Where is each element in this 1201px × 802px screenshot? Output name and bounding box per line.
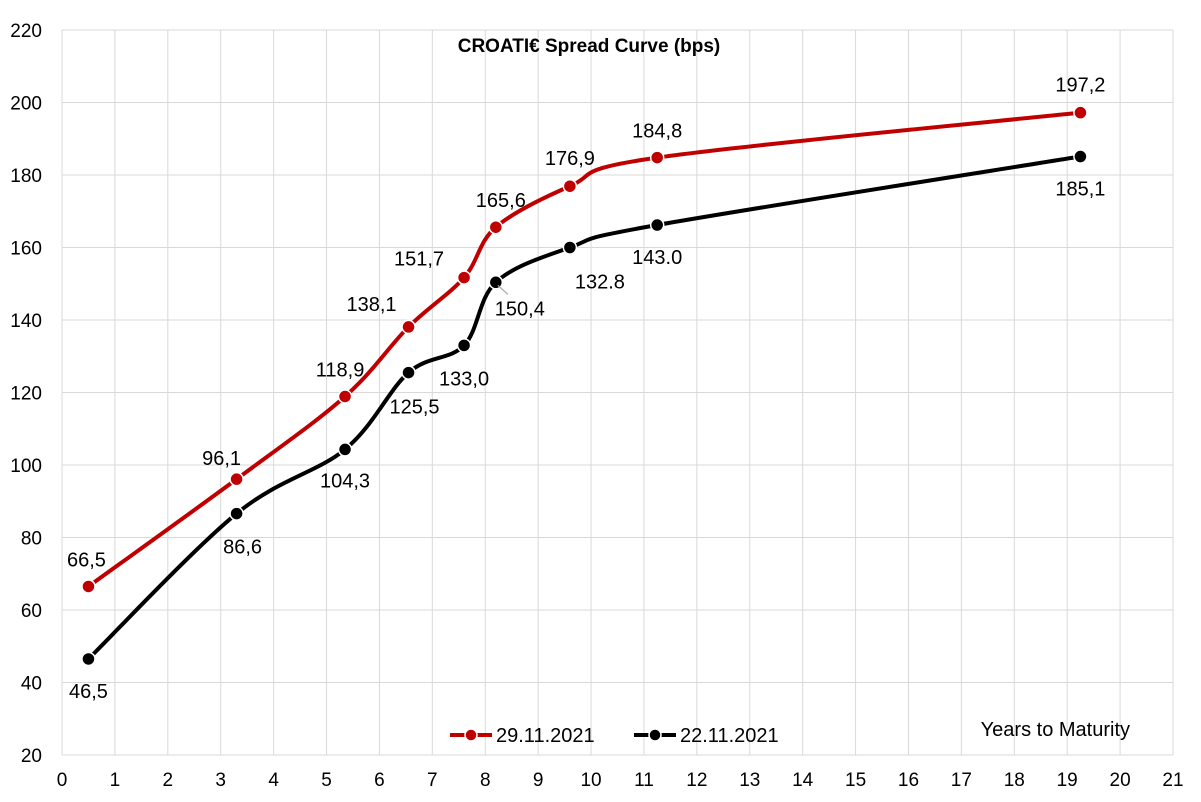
y-tick-label: 20 bbox=[21, 746, 42, 767]
y-tick-label: 180 bbox=[10, 166, 42, 187]
data-point bbox=[562, 240, 578, 255]
x-tick-label: 19 bbox=[1057, 770, 1078, 791]
data-point bbox=[456, 338, 472, 353]
data-point bbox=[81, 651, 96, 667]
chart-title: CROATI€ Spread Curve (bps) bbox=[458, 36, 721, 57]
series-line-1 bbox=[86, 110, 1083, 589]
data-point bbox=[649, 150, 665, 165]
x-tick-label: 11 bbox=[634, 770, 654, 791]
data-point bbox=[456, 270, 472, 285]
data-label: 86,6 bbox=[223, 537, 262, 559]
data-point bbox=[488, 275, 504, 290]
data-label: 197,2 bbox=[1055, 75, 1105, 97]
data-point bbox=[229, 506, 244, 521]
x-tick-label: 17 bbox=[951, 770, 972, 791]
data-label: 151,7 bbox=[394, 249, 444, 271]
y-tick-label: 100 bbox=[10, 456, 42, 477]
x-tick-label: 6 bbox=[374, 770, 385, 791]
x-tick-label: 4 bbox=[268, 770, 279, 791]
series-line-2 bbox=[86, 154, 1083, 661]
data-label: 138,1 bbox=[346, 294, 396, 316]
data-point bbox=[562, 178, 578, 194]
legend-label: 29.11.2021 bbox=[496, 725, 595, 747]
x-tick-label: 21 bbox=[1162, 770, 1183, 791]
data-label: 125,5 bbox=[389, 397, 439, 419]
legend-swatch-marker bbox=[464, 728, 478, 742]
x-tick-label: 16 bbox=[898, 770, 919, 791]
series-lines bbox=[86, 110, 1083, 661]
data-point bbox=[401, 319, 416, 335]
data-point bbox=[229, 471, 244, 487]
y-tick-label: 40 bbox=[21, 674, 42, 695]
x-tick-label: 15 bbox=[845, 770, 866, 791]
legend-label: 22.11.2021 bbox=[680, 725, 779, 747]
y-tick-label: 80 bbox=[21, 529, 42, 550]
data-label: 165,6 bbox=[476, 190, 526, 212]
data-point bbox=[649, 217, 665, 233]
data-point bbox=[337, 389, 353, 404]
data-point bbox=[401, 365, 416, 380]
data-point bbox=[337, 442, 353, 457]
y-tick-label: 200 bbox=[10, 94, 42, 115]
x-tick-label: 2 bbox=[163, 770, 174, 791]
y-tick-label: 160 bbox=[10, 239, 42, 260]
data-label: 132.8 bbox=[575, 272, 625, 294]
data-markers bbox=[81, 105, 1088, 667]
x-tick-label: 5 bbox=[321, 770, 332, 791]
y-tick-label: 140 bbox=[10, 311, 42, 332]
y-tick-label: 60 bbox=[21, 601, 42, 622]
data-point bbox=[488, 219, 504, 235]
x-axis-label: Years to Maturity bbox=[981, 719, 1130, 741]
data-label: 46,5 bbox=[69, 681, 108, 703]
data-point bbox=[1073, 105, 1088, 120]
x-tick-label: 7 bbox=[427, 770, 438, 791]
x-tick-label: 3 bbox=[215, 770, 226, 791]
data-point bbox=[1073, 149, 1088, 164]
x-tick-label: 0 bbox=[57, 770, 68, 791]
x-tick-label: 9 bbox=[533, 770, 544, 791]
data-label: 176,9 bbox=[545, 148, 595, 170]
gridlines bbox=[61, 29, 1174, 756]
x-tick-label: 18 bbox=[1004, 770, 1025, 791]
x-tick-label: 1 bbox=[110, 770, 121, 791]
data-label: 143.0 bbox=[632, 247, 682, 269]
data-label: 104,3 bbox=[320, 470, 370, 492]
legend-swatch-marker bbox=[648, 728, 662, 742]
data-label: 184,8 bbox=[632, 121, 682, 143]
y-tick-label: 220 bbox=[10, 21, 42, 42]
x-tick-label: 10 bbox=[580, 770, 601, 791]
data-labels: 66,5 96,1 118,9 138,1 151,7 165,6 176,9 184,8 19… bbox=[67, 75, 1105, 703]
x-tick-label: 14 bbox=[792, 770, 814, 791]
data-label: 118,9 bbox=[316, 359, 365, 381]
x-tick-label: 12 bbox=[686, 770, 707, 791]
x-tick-label: 8 bbox=[480, 770, 491, 791]
x-tick-label: 13 bbox=[739, 770, 760, 791]
label-leader-line bbox=[497, 284, 509, 295]
data-label: 66,5 bbox=[67, 549, 106, 571]
data-label: 185,1 bbox=[1055, 179, 1105, 201]
data-point bbox=[81, 579, 96, 594]
data-label: 96,1 bbox=[202, 448, 241, 470]
x-tick-label: 20 bbox=[1110, 770, 1131, 791]
legend: 29.11.2021 22.11.2021 bbox=[450, 725, 779, 747]
data-label: 150,4 bbox=[495, 298, 545, 320]
y-tick-label: 120 bbox=[10, 384, 42, 405]
data-label: 133,0 bbox=[439, 368, 489, 390]
